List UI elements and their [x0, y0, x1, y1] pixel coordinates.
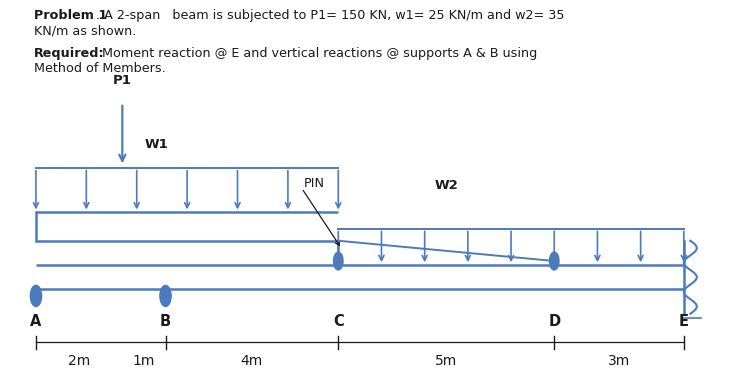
Text: C: C — [333, 314, 344, 329]
Text: Method of Members.: Method of Members. — [34, 62, 166, 75]
Text: PIN: PIN — [304, 177, 325, 190]
Text: Required:: Required: — [34, 47, 104, 60]
Text: KN/m as shown.: KN/m as shown. — [34, 24, 136, 38]
Circle shape — [550, 252, 559, 270]
Text: Moment reaction @ E and vertical reactions @ supports A & B using: Moment reaction @ E and vertical reactio… — [98, 47, 537, 60]
Text: 3m: 3m — [608, 354, 630, 368]
Text: D: D — [548, 314, 560, 329]
Circle shape — [30, 285, 41, 306]
Text: . A 2-span   beam is subjected to P1= 150 KN, w1= 25 KN/m and w2= 35: . A 2-span beam is subjected to P1= 150 … — [96, 9, 565, 23]
Text: 1m: 1m — [133, 354, 155, 368]
Text: Problem 1: Problem 1 — [34, 9, 107, 23]
Circle shape — [334, 252, 343, 270]
Circle shape — [160, 285, 171, 306]
Text: E: E — [679, 314, 688, 329]
Text: 2m: 2m — [68, 354, 90, 368]
Text: P1: P1 — [113, 74, 132, 86]
Text: W2: W2 — [434, 179, 458, 192]
Text: 5m: 5m — [435, 354, 457, 368]
Text: B: B — [160, 314, 171, 329]
Text: W1: W1 — [145, 138, 169, 152]
Text: 4m: 4m — [241, 354, 263, 368]
Text: A: A — [30, 314, 42, 329]
